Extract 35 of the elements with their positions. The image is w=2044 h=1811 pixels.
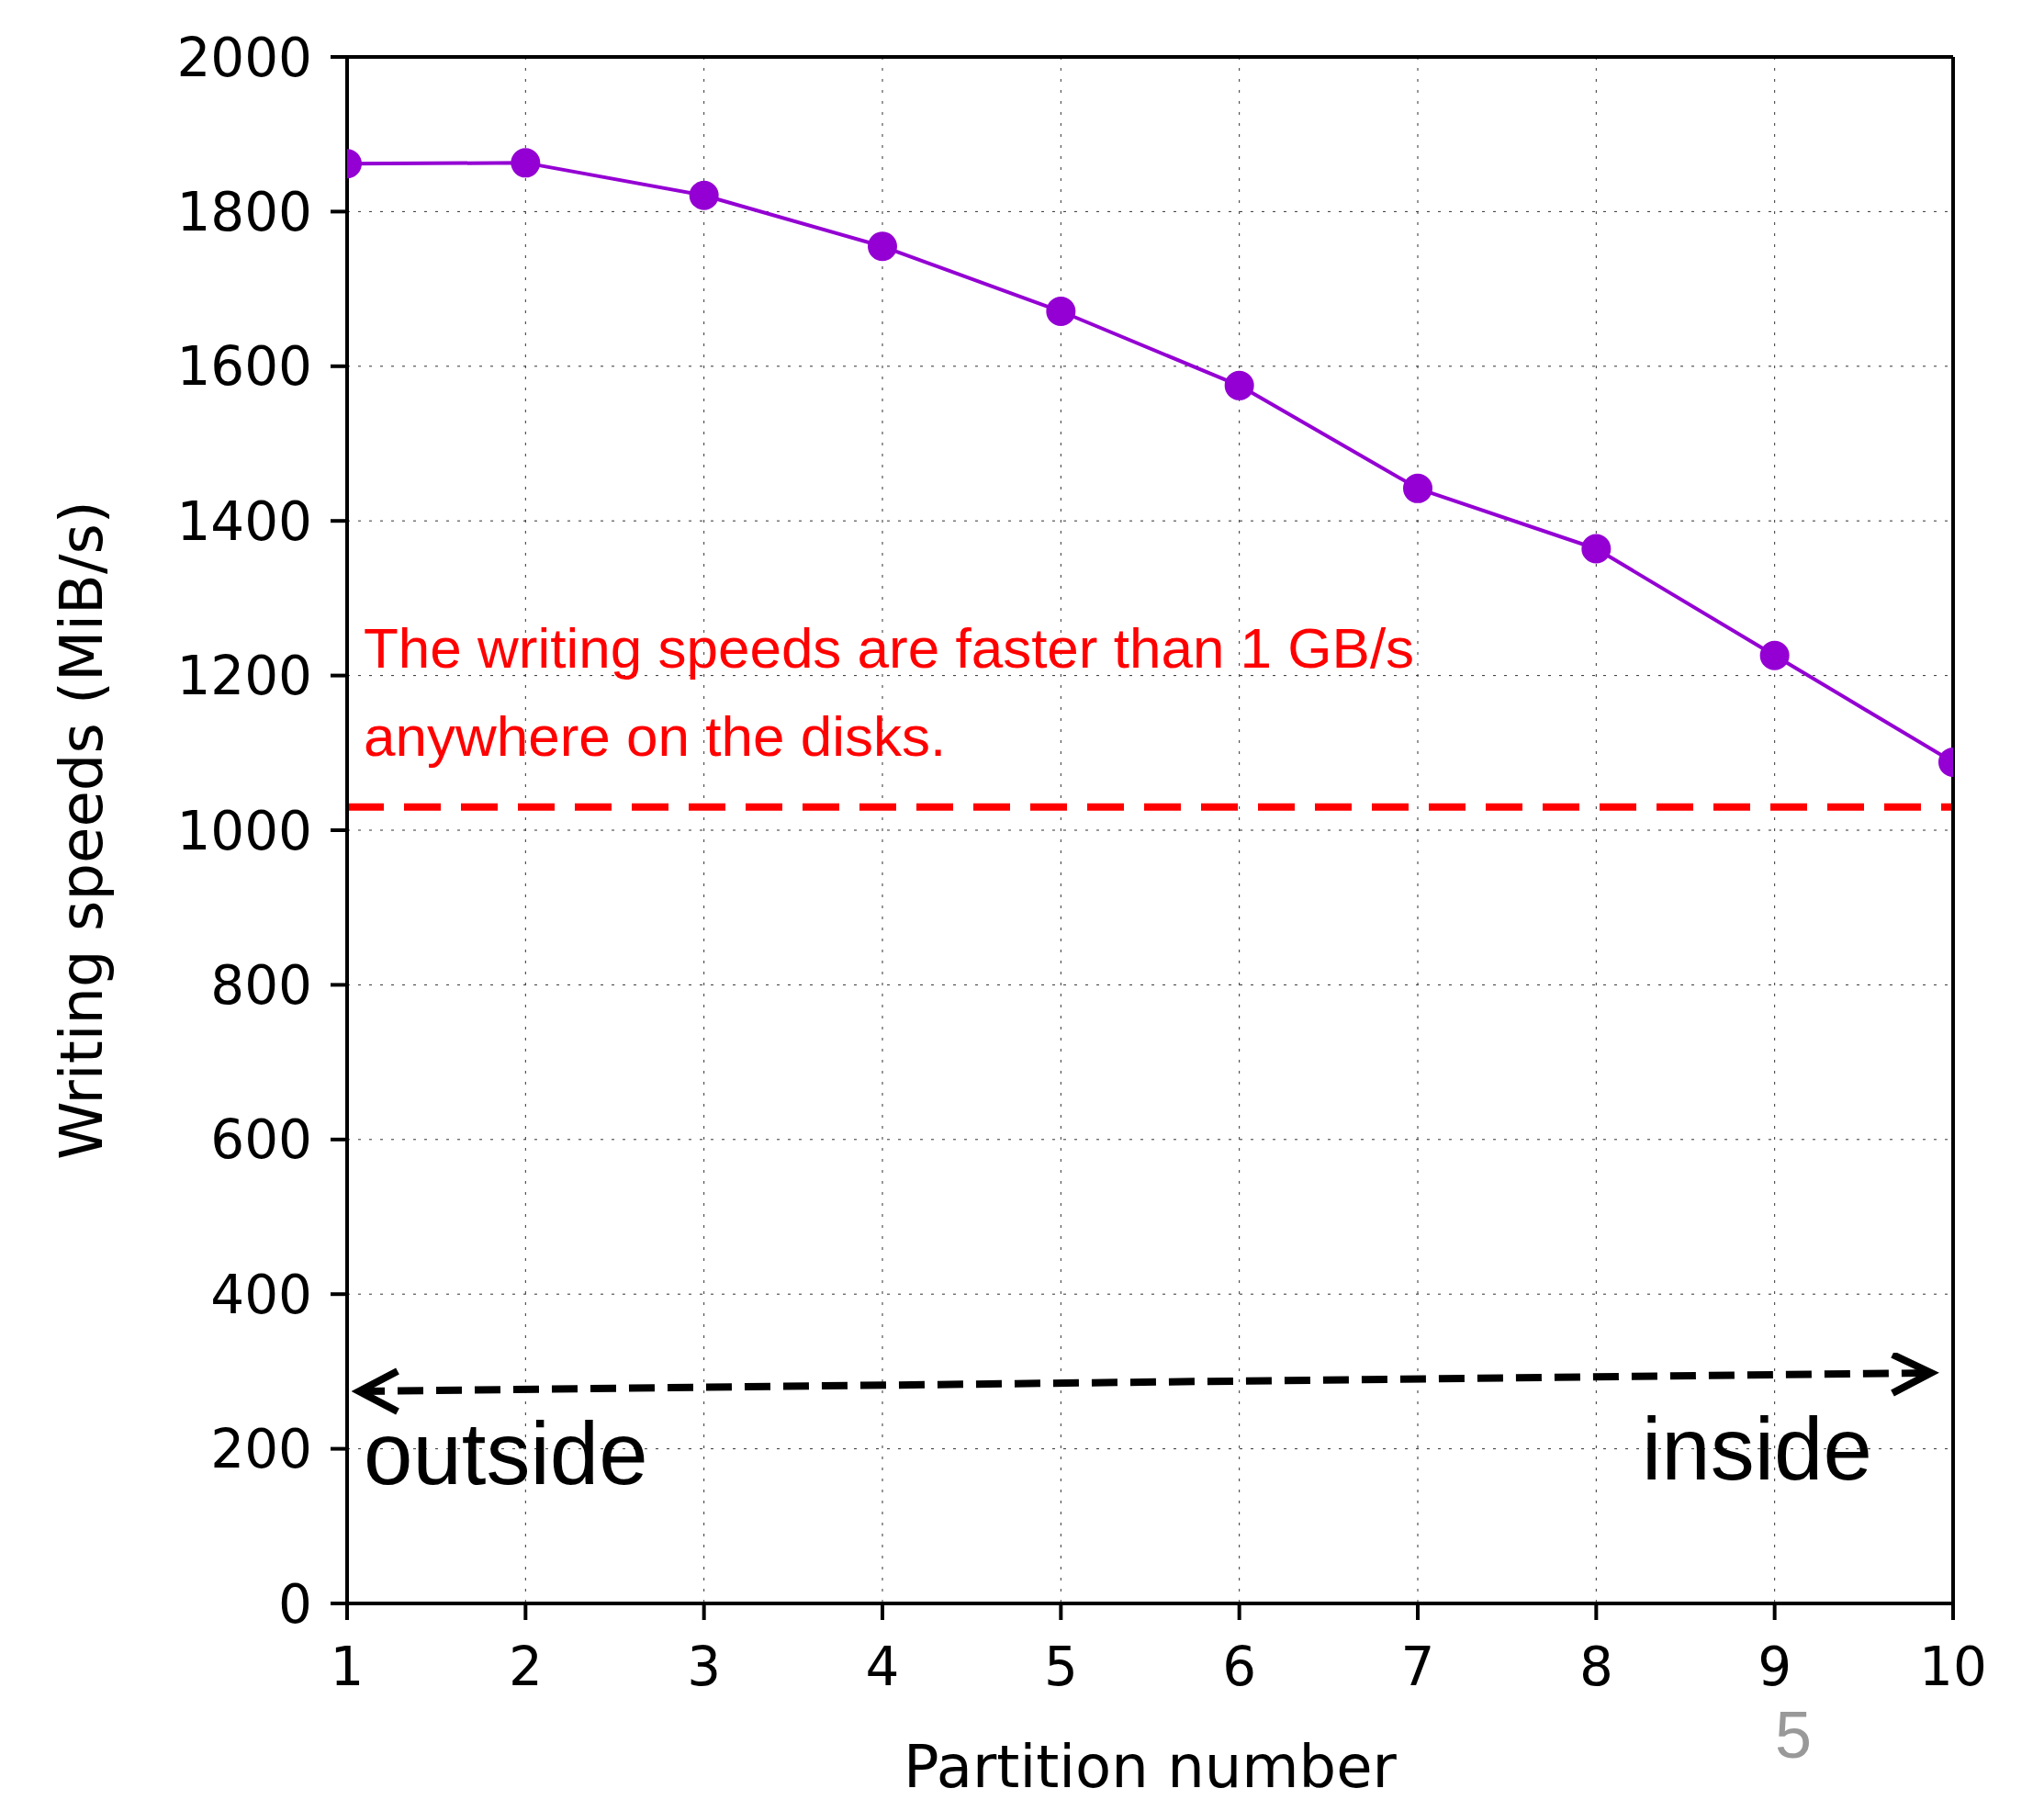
x-tick-label: 4 (865, 1636, 900, 1699)
x-tick-label: 6 (1222, 1636, 1257, 1699)
x-tick-label: 8 (1578, 1636, 1613, 1699)
x-tick-label: 9 (1758, 1636, 1792, 1699)
point (1581, 534, 1612, 564)
x-tick-label: 10 (1919, 1636, 1987, 1699)
y-tick-label: 600 (210, 1108, 312, 1172)
annotation: The writing speeds are faster than 1 GB/s anywhere on the disks. (364, 615, 1416, 770)
y-tick-label: 1800 (176, 180, 312, 243)
y-tick-label: 1400 (176, 489, 312, 553)
y-tick-label: 0 (278, 1572, 312, 1636)
x-tick-label: 1 (330, 1636, 365, 1699)
x-tick-label: 5 (1043, 1636, 1078, 1699)
y-tick-label: 2000 (176, 26, 312, 89)
y-axis-title: Writing speeds (MiB/s) (47, 501, 116, 1160)
point (689, 180, 719, 210)
annotation: inside (1642, 1399, 1872, 1500)
y-tick-label: 200 (210, 1418, 312, 1481)
y-tick-label: 1600 (176, 335, 312, 399)
point (1759, 640, 1790, 670)
point (511, 148, 541, 178)
x-tick-label: 7 (1400, 1636, 1435, 1699)
y-tick-label: 400 (210, 1263, 312, 1326)
annotation: outside (364, 1403, 648, 1504)
point (868, 231, 897, 262)
point (1046, 297, 1076, 327)
x-tick-label: 3 (687, 1636, 722, 1699)
y-tick-label: 1000 (176, 799, 312, 862)
y-tick-label: 1200 (176, 645, 312, 708)
y-tick-label: 800 (210, 953, 312, 1017)
x-tick-label: 2 (508, 1636, 543, 1699)
text: 5 (1775, 1697, 1813, 1772)
point (1224, 370, 1254, 400)
x-axis-title: Partition number (904, 1733, 1398, 1801)
point (1403, 473, 1432, 503)
